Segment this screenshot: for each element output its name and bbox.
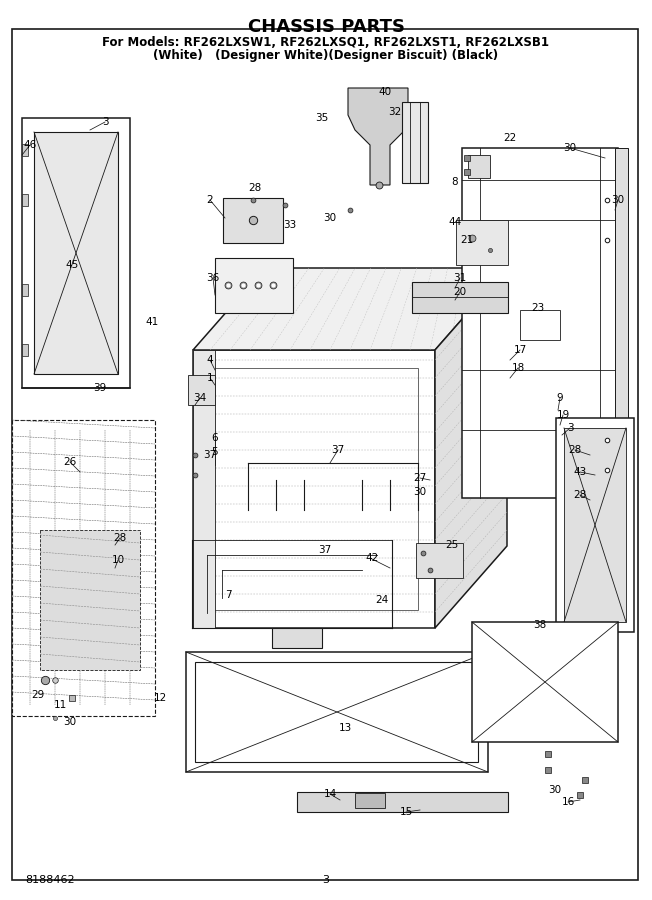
- Polygon shape: [223, 198, 283, 243]
- Text: 46: 46: [23, 140, 37, 150]
- Text: 3: 3: [567, 423, 573, 433]
- Polygon shape: [272, 628, 322, 648]
- Polygon shape: [355, 793, 385, 808]
- Text: 44: 44: [449, 217, 462, 227]
- Text: 22: 22: [503, 133, 516, 143]
- Text: 31: 31: [453, 273, 467, 283]
- Polygon shape: [22, 118, 130, 388]
- Polygon shape: [520, 310, 560, 340]
- Polygon shape: [297, 792, 508, 812]
- Text: 15: 15: [400, 807, 413, 817]
- Text: 36: 36: [207, 273, 220, 283]
- Polygon shape: [193, 350, 215, 628]
- Text: 13: 13: [338, 723, 351, 733]
- Text: 18: 18: [511, 363, 525, 373]
- Text: 25: 25: [445, 540, 458, 550]
- Polygon shape: [22, 344, 28, 356]
- Text: 32: 32: [389, 107, 402, 117]
- Text: 17: 17: [513, 345, 527, 355]
- Polygon shape: [615, 148, 628, 498]
- Text: 10: 10: [111, 555, 125, 565]
- Text: 2: 2: [207, 195, 213, 205]
- Text: 5: 5: [212, 447, 218, 457]
- Polygon shape: [556, 418, 634, 632]
- Text: 21: 21: [460, 235, 473, 245]
- Polygon shape: [416, 543, 463, 578]
- Text: 37: 37: [203, 450, 216, 460]
- Text: 8: 8: [452, 177, 458, 187]
- Polygon shape: [193, 350, 435, 628]
- Polygon shape: [12, 420, 155, 716]
- Polygon shape: [412, 282, 508, 313]
- Text: 30: 30: [323, 213, 336, 223]
- Text: 35: 35: [316, 113, 329, 123]
- Polygon shape: [12, 29, 638, 880]
- Polygon shape: [468, 155, 490, 178]
- Text: 3: 3: [102, 117, 108, 127]
- Polygon shape: [193, 268, 507, 350]
- Text: 27: 27: [413, 473, 426, 483]
- Text: 30: 30: [548, 785, 561, 795]
- Text: (White)   (Designer White)(Designer Biscuit) (Black): (White) (Designer White)(Designer Biscui…: [153, 49, 499, 61]
- Text: CHASSIS PARTS: CHASSIS PARTS: [248, 18, 404, 36]
- Text: 26: 26: [63, 457, 77, 467]
- Text: 28: 28: [573, 490, 587, 500]
- Polygon shape: [215, 258, 293, 313]
- Text: 16: 16: [561, 797, 574, 807]
- Text: 1: 1: [207, 373, 213, 383]
- Text: 24: 24: [376, 595, 389, 605]
- Text: 30: 30: [563, 143, 576, 153]
- Text: 40: 40: [378, 87, 392, 97]
- Polygon shape: [186, 652, 488, 772]
- Text: For Models: RF262LXSW1, RF262LXSQ1, RF262LXST1, RF262LXSB1: For Models: RF262LXSW1, RF262LXSQ1, RF26…: [102, 37, 550, 50]
- Text: 39: 39: [93, 383, 107, 393]
- Text: 33: 33: [284, 220, 297, 230]
- Text: 9: 9: [557, 393, 563, 403]
- Polygon shape: [564, 428, 626, 622]
- Text: 30: 30: [612, 195, 625, 205]
- Polygon shape: [435, 268, 507, 628]
- Polygon shape: [40, 530, 140, 670]
- Text: 45: 45: [65, 260, 79, 270]
- Text: 6: 6: [212, 433, 218, 443]
- Polygon shape: [188, 375, 215, 405]
- Text: 4: 4: [207, 355, 213, 365]
- Text: 30: 30: [413, 487, 426, 497]
- Text: 41: 41: [145, 317, 158, 327]
- Text: 34: 34: [194, 393, 207, 403]
- Polygon shape: [348, 88, 408, 185]
- Polygon shape: [402, 102, 428, 183]
- Text: 29: 29: [31, 690, 44, 700]
- Polygon shape: [22, 284, 28, 296]
- Text: 8188462: 8188462: [25, 875, 74, 885]
- Text: 7: 7: [225, 590, 231, 600]
- Text: 42: 42: [365, 553, 379, 563]
- Text: 28: 28: [569, 445, 582, 455]
- Text: 43: 43: [573, 467, 587, 477]
- Text: 38: 38: [533, 620, 546, 630]
- Text: 20: 20: [453, 287, 467, 297]
- Polygon shape: [34, 132, 118, 374]
- Text: 3: 3: [323, 875, 329, 885]
- Polygon shape: [22, 194, 28, 206]
- Text: 37: 37: [331, 445, 345, 455]
- Text: 37: 37: [318, 545, 332, 555]
- Polygon shape: [456, 220, 508, 265]
- Polygon shape: [472, 622, 618, 742]
- Text: 14: 14: [323, 789, 336, 799]
- Polygon shape: [22, 144, 28, 156]
- Text: 11: 11: [53, 700, 67, 710]
- Polygon shape: [462, 148, 618, 498]
- Text: 12: 12: [153, 693, 167, 703]
- Text: 19: 19: [556, 410, 570, 420]
- Text: 28: 28: [248, 183, 261, 193]
- Text: 23: 23: [531, 303, 544, 313]
- Text: 30: 30: [63, 717, 76, 727]
- Text: 28: 28: [113, 533, 126, 543]
